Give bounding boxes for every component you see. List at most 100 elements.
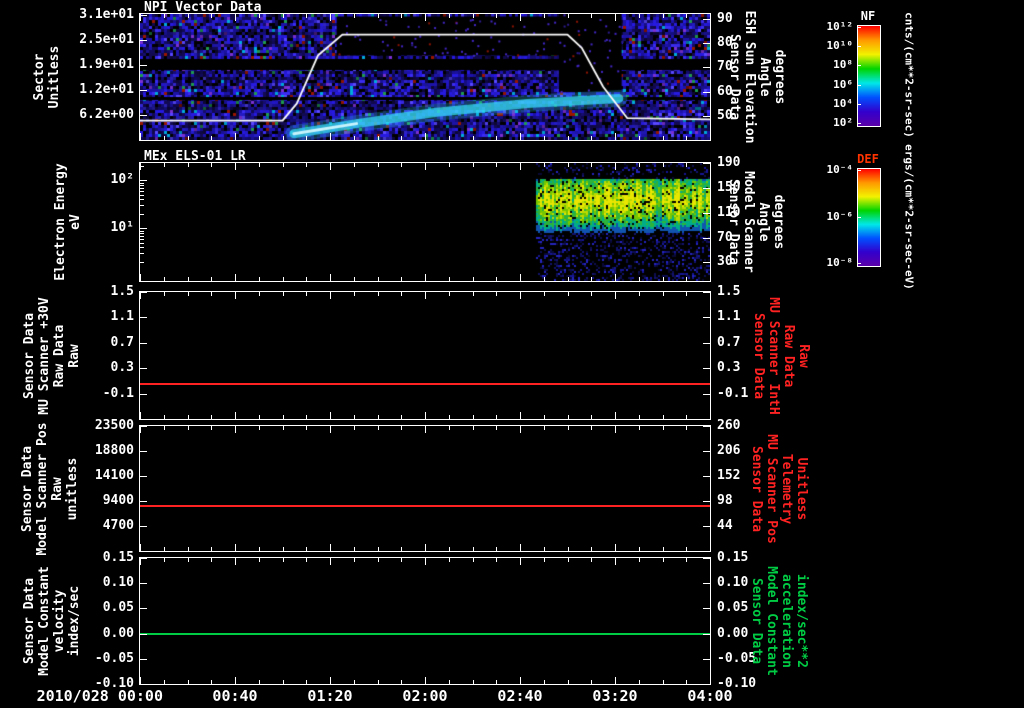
x-tick <box>378 426 379 430</box>
x-tick <box>425 558 426 565</box>
y-tick <box>703 116 710 117</box>
x-tick <box>686 136 687 140</box>
y-tick <box>140 317 147 318</box>
y-tick-label: 0.15 <box>102 550 134 565</box>
x-tick <box>354 136 355 140</box>
y-tick <box>703 213 710 214</box>
x-tick <box>259 547 260 551</box>
x-tick <box>520 14 521 21</box>
x-tick <box>330 14 331 21</box>
x-tick <box>378 415 379 419</box>
y-tick <box>703 43 710 44</box>
y-tick <box>703 188 710 189</box>
x-tick <box>259 680 260 684</box>
x-tick <box>425 163 426 170</box>
x-tick <box>164 292 165 296</box>
x-tick <box>330 274 331 281</box>
y-tick-label: 10¹ <box>110 220 134 235</box>
x-tick <box>544 547 545 551</box>
x-tick <box>188 292 189 296</box>
x-tick <box>235 14 236 21</box>
x-tick <box>710 412 711 419</box>
x-tick <box>663 547 664 551</box>
x-tick <box>639 163 640 167</box>
x-tick <box>259 426 260 430</box>
colorbar-tick <box>857 170 861 171</box>
x-tick <box>140 274 141 281</box>
x-tick <box>164 136 165 140</box>
x-tick <box>306 680 307 684</box>
x-tick <box>306 163 307 167</box>
x-tick <box>710 558 711 565</box>
x-tick <box>639 277 640 281</box>
y-tick-label: -0.05 <box>94 651 134 666</box>
colorbar-tick-label: 10⁶ <box>833 78 853 91</box>
x-tick <box>235 677 236 684</box>
x-tick <box>330 292 331 299</box>
colorbar-title: NF <box>860 9 876 23</box>
x-tick <box>686 292 687 296</box>
y-tick <box>140 558 147 559</box>
x-tick <box>710 544 711 551</box>
x-tick <box>211 680 212 684</box>
x-tick <box>283 415 284 419</box>
x-tick <box>663 277 664 281</box>
x-tick <box>354 680 355 684</box>
y-tick-label: 10² <box>110 172 134 187</box>
y-tick <box>140 343 147 344</box>
x-tick <box>211 14 212 18</box>
x-tick-label: 02:40 <box>497 687 543 705</box>
x-tick <box>401 547 402 551</box>
x-tick <box>544 426 545 430</box>
x-tick <box>401 136 402 140</box>
x-tick <box>283 136 284 140</box>
y-tick-label: 206 <box>717 443 741 458</box>
x-tick <box>496 292 497 296</box>
x-tick <box>639 14 640 18</box>
x-tick <box>686 426 687 430</box>
y-tick <box>140 292 147 293</box>
y-tick-label: 4700 <box>102 518 134 533</box>
x-tick <box>164 163 165 167</box>
x-tick <box>449 426 450 430</box>
x-tick <box>188 136 189 140</box>
y-tick-label: -0.10 <box>717 676 757 691</box>
x-tick <box>283 558 284 562</box>
x-tick <box>354 292 355 296</box>
colorbar-tick-label: 10⁸ <box>833 58 853 71</box>
x-tick <box>615 292 616 299</box>
x-tick <box>686 163 687 167</box>
x-tick <box>710 677 711 684</box>
x-tick <box>401 680 402 684</box>
x-tick <box>211 136 212 140</box>
y-tick-label: 23500 <box>94 418 134 433</box>
x-tick <box>164 277 165 281</box>
panel-title: MEx ELS-01 LR <box>144 149 246 164</box>
y-tick-label: 110 <box>717 205 741 220</box>
y-tick <box>703 292 710 293</box>
y-tick <box>140 526 147 527</box>
x-tick <box>378 14 379 18</box>
x-tick <box>663 415 664 419</box>
els-spectrogram-canvas <box>140 163 710 281</box>
x-tick <box>306 136 307 140</box>
x-tick <box>235 558 236 565</box>
x-tick <box>188 558 189 562</box>
x-tick <box>140 677 141 684</box>
x-tick <box>283 292 284 296</box>
y-tick <box>703 684 710 685</box>
x-tick <box>425 14 426 21</box>
colorbar-tick <box>857 263 861 264</box>
y-tick-label: 14100 <box>94 468 134 483</box>
x-tick <box>283 547 284 551</box>
x-tick <box>354 415 355 419</box>
mu-scanner-30v-series-line <box>140 383 710 385</box>
x-tick-label: 2010/028 00:00 <box>36 687 163 705</box>
x-tick <box>425 544 426 551</box>
x-tick <box>378 680 379 684</box>
x-tick <box>378 277 379 281</box>
y-tick <box>703 163 710 164</box>
y-tick <box>140 426 147 427</box>
y-minor-tick <box>140 188 144 189</box>
x-tick <box>259 558 260 562</box>
